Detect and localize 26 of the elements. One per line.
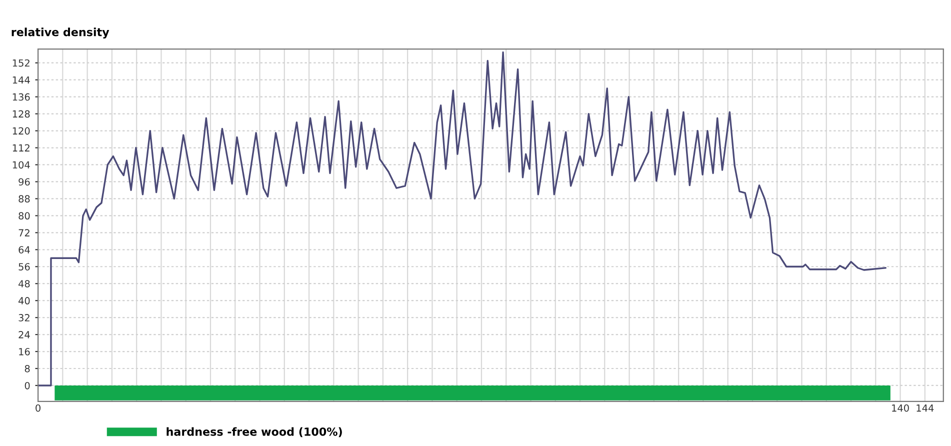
y-tick-label: 48 — [18, 280, 30, 288]
y-tick-label: 112 — [12, 144, 30, 152]
y-tick-label: 16 — [19, 348, 30, 356]
y-tick-label: 8 — [24, 364, 30, 372]
x-tick-label: 140 — [892, 404, 909, 412]
y-tick-label: 136 — [12, 93, 30, 101]
y-tick-label: 128 — [12, 110, 30, 118]
y-tick-label: 32 — [18, 314, 30, 322]
legend-label: hardness -free wood (100%) — [166, 427, 342, 438]
y-axis-title: relative density — [12, 28, 110, 38]
y-tick-label: 120 — [12, 127, 30, 135]
y-tick-label: 88 — [18, 195, 30, 203]
y-tick-label: 104 — [12, 161, 30, 169]
y-tick-label: 40 — [18, 297, 30, 304]
y-tick-label: 64 — [18, 246, 30, 254]
y-tick-label: 152 — [12, 59, 30, 67]
x-tick-label: 144 — [916, 404, 934, 412]
x-tick-label: 0 — [36, 404, 40, 412]
y-tick-label: 0 — [24, 382, 30, 390]
y-tick-label: 56 — [18, 263, 30, 270]
line-series — [38, 51, 886, 386]
y-tick-label: 72 — [18, 229, 30, 236]
y-tick-label: 144 — [12, 76, 30, 84]
y-tick-label: 96 — [18, 178, 30, 186]
y-tick-label: 24 — [18, 331, 30, 338]
y-tick-label: 80 — [18, 212, 30, 220]
